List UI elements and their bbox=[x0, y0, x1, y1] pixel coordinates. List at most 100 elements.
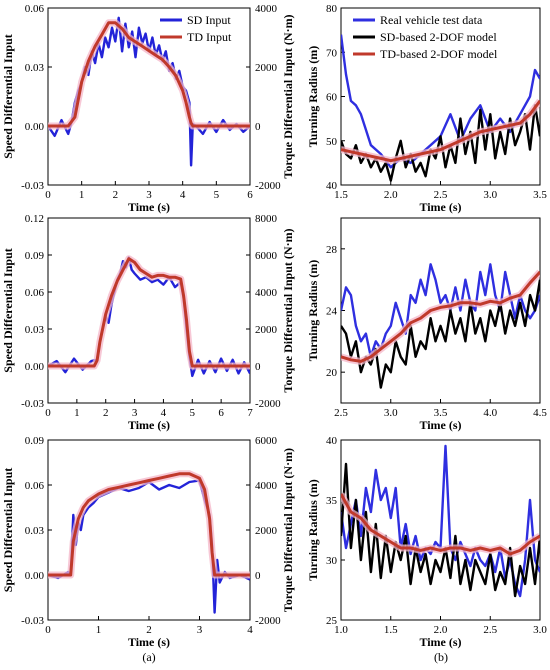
y-axis-label: Turning Radius (m) bbox=[306, 479, 320, 581]
y-tick-label: 0.09 bbox=[25, 250, 45, 262]
x-tick-label: 2.5 bbox=[334, 407, 348, 419]
y-tick-label: 35 bbox=[326, 495, 338, 507]
series-line bbox=[48, 472, 250, 577]
x-tick-label: 0 bbox=[45, 624, 51, 636]
y-axis-label: Speed Differential Input bbox=[1, 468, 15, 592]
x-tick-label: 1 bbox=[74, 407, 80, 419]
series-glow bbox=[341, 269, 540, 365]
y-tick-label: 0.03 bbox=[25, 62, 45, 74]
x-tick-label: 5 bbox=[214, 189, 220, 201]
legend-label: SD-based 2-DOF model bbox=[380, 30, 497, 44]
legend: SD Input TD Input bbox=[160, 13, 232, 44]
x-axis-label: Time (s) bbox=[419, 635, 461, 649]
y-tick-label: 30 bbox=[326, 555, 338, 567]
series-line bbox=[341, 493, 540, 556]
y-tick-label: 40 bbox=[326, 435, 338, 447]
chart-a2: 0 1 2 3 4 5 6 7 -0.03 0.00 0.03 0.06 0.09 0.12 -2000 0 2… bbox=[1, 213, 295, 432]
x-tick-label: 5 bbox=[190, 407, 196, 419]
plot-area bbox=[341, 444, 540, 598]
y2-tick-label: -2000 bbox=[255, 398, 281, 410]
y2-axis-label: Torque Differential Input (N·m) bbox=[281, 448, 295, 612]
series-line bbox=[341, 99, 540, 163]
x-tick-label: 3 bbox=[132, 407, 138, 419]
y2-tick-label: 8000 bbox=[255, 213, 278, 225]
x-tick-label: 6 bbox=[247, 189, 253, 201]
x-tick-label: 4 bbox=[161, 407, 167, 419]
y-tick-label: 40 bbox=[326, 180, 338, 192]
x-tick-label: 4.0 bbox=[483, 407, 497, 419]
series-line bbox=[341, 444, 540, 598]
x-axis-label: Time (s) bbox=[419, 200, 461, 214]
x-tick-label: 3.0 bbox=[384, 407, 398, 419]
y-tick-label: 0.00 bbox=[25, 121, 45, 133]
y-axis-label: Speed Differential Input bbox=[1, 248, 15, 372]
y-tick-label: 0.00 bbox=[25, 570, 45, 582]
y2-tick-label: 2000 bbox=[255, 62, 278, 74]
x-axis-label: Time (s) bbox=[128, 200, 170, 214]
y-tick-label: -0.03 bbox=[21, 398, 44, 410]
x-tick-label: 1.0 bbox=[334, 624, 348, 636]
y2-tick-label: 2000 bbox=[255, 525, 278, 537]
y-tick-label: 24 bbox=[326, 306, 338, 318]
x-tick-label: 2.0 bbox=[384, 189, 398, 201]
plot-area bbox=[48, 255, 250, 378]
plot-area bbox=[48, 470, 250, 614]
legend-label: Real vehicle test data bbox=[380, 13, 483, 27]
x-tick-label: 0 bbox=[45, 407, 51, 419]
chart-b3: 1.0 1.5 2.0 2.5 3.0 25 30 35 40 Time (s) Turning R… bbox=[306, 435, 547, 649]
y2-axis-label: Torque Differential Input (N·m) bbox=[281, 14, 295, 178]
y2-tick-label: 4000 bbox=[255, 287, 278, 299]
y-tick-label: 80 bbox=[326, 3, 338, 15]
plot-area bbox=[48, 16, 250, 167]
y2-tick-label: -2000 bbox=[255, 180, 281, 192]
x-tick-label: 6 bbox=[218, 407, 224, 419]
x-tick-label: 2 bbox=[113, 189, 119, 201]
y-tick-label: 25 bbox=[326, 615, 338, 627]
x-tick-label: 3.5 bbox=[533, 189, 547, 201]
y2-tick-label: 4000 bbox=[255, 3, 278, 15]
y-axis-label: Turning Radius (m) bbox=[306, 46, 320, 148]
chart-a3: 0 1 2 3 4 -0.03 0.00 0.03 0.06 0.09 -2000 0 2000 4000… bbox=[1, 435, 295, 649]
legend: Real vehicle test data SD-based 2-DOF mod… bbox=[353, 13, 498, 61]
x-tick-label: 4 bbox=[180, 189, 186, 201]
y-tick-label: 20 bbox=[326, 367, 338, 379]
series-line bbox=[341, 462, 540, 598]
legend-label: TD-based 2-DOF model bbox=[380, 47, 498, 61]
chart-a1: 0 1 2 3 4 5 6 -0.03 0.00 0.03 0.06 -2000 0 2000 4000 Ti… bbox=[1, 3, 295, 214]
x-tick-label: 3.0 bbox=[483, 189, 497, 201]
x-tick-label: 2.5 bbox=[434, 189, 448, 201]
legend-label: SD Input bbox=[187, 13, 231, 27]
series-line bbox=[341, 263, 540, 358]
x-tick-label: 2 bbox=[146, 624, 152, 636]
y-tick-label: 0.03 bbox=[25, 324, 45, 336]
x-tick-label: 3.5 bbox=[434, 407, 448, 419]
x-tick-label: 1.5 bbox=[384, 624, 398, 636]
y2-tick-label: 0 bbox=[255, 361, 261, 373]
series-line bbox=[48, 21, 250, 128]
series-line bbox=[48, 479, 250, 614]
y-axis-label: Speed Differential Input bbox=[1, 34, 15, 158]
x-tick-label: 2.5 bbox=[483, 624, 497, 636]
y-tick-label: 28 bbox=[326, 244, 338, 256]
plot-area bbox=[341, 34, 540, 182]
legend-label: TD Input bbox=[187, 30, 232, 44]
x-tick-label: 1 bbox=[79, 189, 85, 201]
x-tick-label: 3 bbox=[197, 624, 203, 636]
series-line bbox=[341, 270, 540, 363]
x-tick-label: 7 bbox=[247, 407, 253, 419]
y-tick-label: 60 bbox=[326, 92, 338, 104]
x-tick-label: 2 bbox=[103, 407, 109, 419]
y-tick-label: 0.06 bbox=[25, 480, 45, 492]
y2-tick-label: 2000 bbox=[255, 324, 278, 336]
x-tick-label: 4.5 bbox=[533, 407, 547, 419]
x-axis-label: Time (s) bbox=[128, 418, 170, 432]
y-tick-label: 0.09 bbox=[25, 435, 45, 447]
y-tick-label: 0.03 bbox=[25, 525, 45, 537]
series-line bbox=[341, 104, 540, 182]
y-tick-label: 0.06 bbox=[25, 3, 45, 15]
y-tick-label: 50 bbox=[326, 136, 338, 148]
x-tick-label: 2.0 bbox=[434, 624, 448, 636]
x-axis-label: Time (s) bbox=[419, 418, 461, 432]
y-tick-label: 0.12 bbox=[25, 213, 44, 225]
